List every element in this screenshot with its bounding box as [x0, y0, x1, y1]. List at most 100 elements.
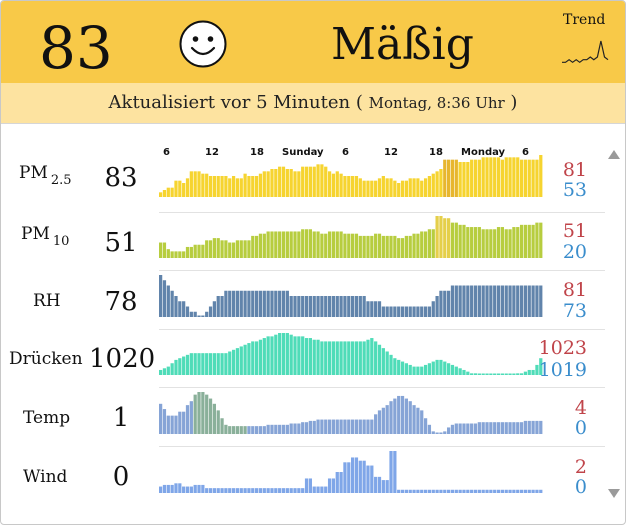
row-pressure[interactable]: Drücken 1020 1023 1019: [1, 329, 605, 387]
pm25-sparkline[interactable]: [159, 151, 543, 207]
sparkline-bar: [431, 489, 435, 493]
row-pm10[interactable]: PM 10 51 51 20: [1, 212, 605, 270]
sparkline-bar: [512, 373, 516, 375]
sparkline-bar: [516, 285, 520, 317]
wind-sparkline[interactable]: [159, 447, 543, 503]
sparkline-bar: [370, 338, 374, 375]
trend-sparkline[interactable]: [561, 37, 609, 69]
sparkline-bar: [496, 157, 501, 197]
sparkline-bar: [274, 169, 278, 197]
sparkline-bar: [447, 218, 451, 258]
sparkline-bar: [251, 426, 255, 435]
sparkline-bar: [320, 486, 324, 493]
sparkline-bar: [235, 348, 240, 375]
sparkline-bar: [270, 169, 274, 197]
sparkline-bar: [224, 240, 228, 258]
sparkline-bar: [493, 489, 497, 493]
row-temp[interactable]: Temp 1 4 0: [1, 388, 605, 446]
sparkline-bar: [281, 290, 286, 317]
sparkline-bar: [208, 306, 213, 317]
sparkline-bar: [170, 187, 174, 197]
sparkline-bar: [504, 229, 508, 258]
row-max: 81: [562, 159, 587, 181]
sparkline-bar: [500, 285, 504, 317]
sparkline-bar: [247, 290, 251, 317]
sparkline-bar: [366, 180, 370, 197]
sparkline-bar: [377, 344, 382, 375]
sparkline-bar: [316, 486, 320, 493]
sparkline-bar: [285, 424, 289, 434]
sparkline-bar: [162, 280, 167, 317]
sparkline-bar: [485, 422, 489, 434]
row-wind[interactable]: Wind 0 2 0: [1, 447, 605, 505]
sparkline-bar: [397, 238, 401, 258]
sparkline-bar: [255, 341, 259, 375]
pm10-sparkline[interactable]: [159, 212, 543, 268]
scroll-down-arrow-icon[interactable]: [608, 489, 620, 498]
sparkline-bar: [178, 251, 182, 258]
sparkline-bar: [354, 296, 359, 317]
sparkline-bar: [416, 489, 420, 493]
sparkline-bar: [404, 363, 408, 375]
sparkline-bar: [193, 171, 197, 197]
sparkline-bar: [212, 353, 216, 375]
sparkline-bar: [278, 333, 282, 375]
sparkline-bar: [243, 290, 247, 317]
row-label: PM 2.5: [19, 163, 72, 188]
row-rh[interactable]: RH 78 81 73: [1, 271, 605, 329]
sparkline-bar: [381, 407, 385, 434]
sparkline-bar: [531, 285, 535, 317]
sparkline-bar: [201, 315, 205, 317]
sparkline-bar: [435, 432, 439, 434]
sparkline-bar: [293, 488, 297, 493]
sparkline-bar: [489, 373, 493, 375]
sparkline-bar: [193, 394, 197, 435]
sparkline-bar: [255, 235, 259, 258]
sparkline-bar: [435, 216, 439, 258]
sparkline-bar: [447, 159, 451, 197]
sparkline-bar: [339, 472, 343, 493]
sparkline-bar: [243, 173, 247, 197]
sparkline-bar: [270, 488, 274, 493]
sparkline-bar: [193, 311, 197, 317]
sparkline-bar: [454, 159, 458, 197]
sparkline-bar: [389, 306, 393, 317]
sparkline-bar: [389, 235, 393, 258]
sparkline-bar: [274, 334, 278, 375]
sparkline-bar: [320, 296, 324, 317]
temp-sparkline[interactable]: [159, 388, 543, 444]
sparkline-bar: [335, 419, 339, 434]
rh-sparkline[interactable]: [159, 271, 543, 327]
row-pm25[interactable]: PM 2.5 83 81 53: [1, 151, 605, 209]
sparkline-bar: [358, 419, 362, 434]
sparkline-bar: [247, 488, 251, 493]
sparkline-bar: [193, 484, 197, 493]
sparkline-bar: [185, 306, 190, 317]
sparkline-bar: [416, 366, 420, 375]
scroll-up-arrow-icon[interactable]: [608, 150, 620, 159]
sparkline-bar: [297, 423, 301, 434]
sparkline-bar: [439, 290, 443, 317]
sparkline-bar: [519, 224, 524, 258]
sparkline-bar: [285, 290, 289, 317]
sparkline-bar: [281, 333, 286, 375]
sparkline-bar: [374, 180, 378, 197]
sparkline-bar: [416, 178, 420, 197]
sparkline-bar: [205, 173, 209, 197]
pressure-sparkline[interactable]: [159, 329, 543, 385]
sparkline-bar: [539, 285, 543, 317]
row-min: 73: [562, 300, 587, 322]
sparkline-bar: [519, 422, 524, 434]
sparkline-bar: [431, 229, 435, 258]
sparkline-bar: [343, 233, 347, 258]
sparkline-bar: [351, 233, 355, 258]
sparkline-bar: [331, 478, 336, 493]
sparkline-bar: [539, 420, 543, 435]
sparkline-bar: [262, 488, 266, 493]
sparkline-bar: [523, 159, 528, 197]
sparkline-bar: [347, 462, 351, 493]
sparkline-bar: [447, 290, 451, 317]
sparkline-bar: [266, 424, 270, 434]
aqi-header: 83 Mäßig Trend: [1, 1, 625, 83]
sparkline-bar: [427, 489, 432, 493]
